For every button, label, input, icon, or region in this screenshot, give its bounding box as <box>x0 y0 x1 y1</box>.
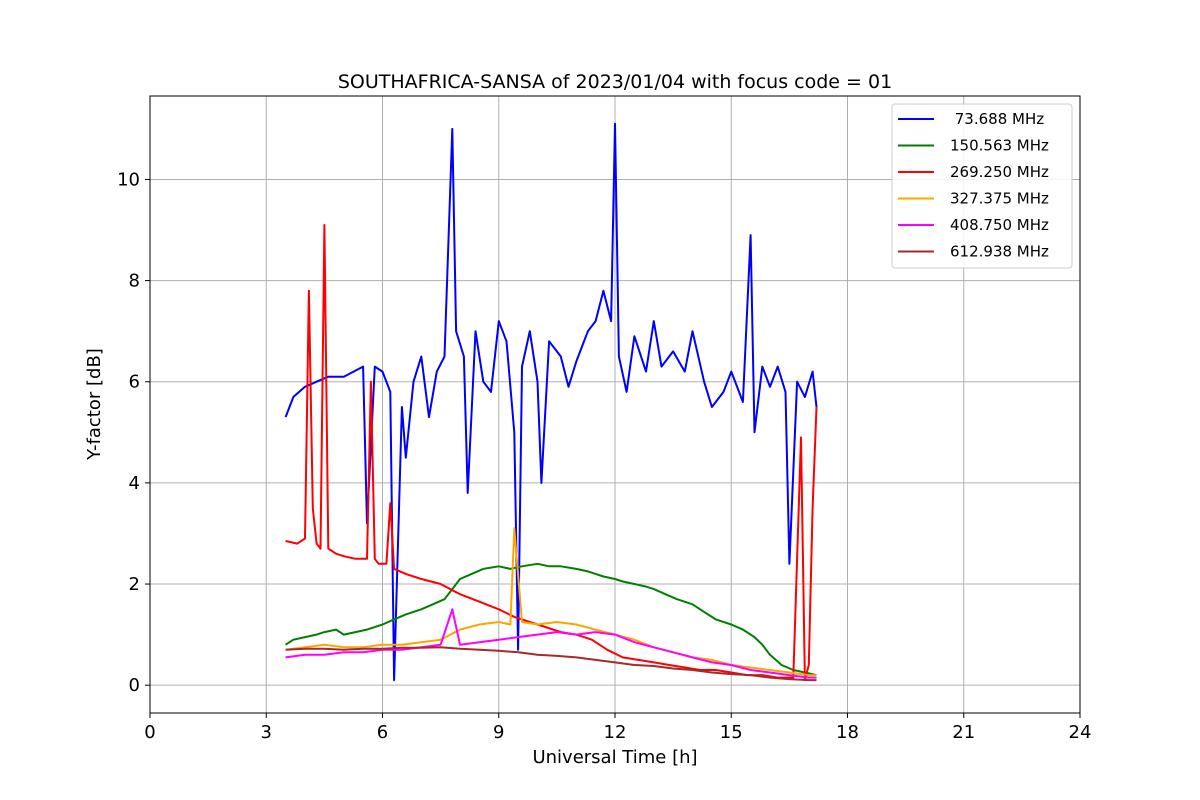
legend: 73.688 MHz 150.563 MHz 269.250 MHz 327.375 … <box>891 103 1073 269</box>
y-tick-label: 2 <box>129 574 140 595</box>
legend-label-5: 612.938 MHz <box>950 243 1049 261</box>
series-line-4 <box>285 608 817 679</box>
legend-label-0: 73.688 MHz <box>950 110 1044 128</box>
legend-box <box>891 103 1073 269</box>
y-tick-label: 6 <box>129 372 140 393</box>
x-tick-label: 15 <box>720 722 743 743</box>
x-tick-label: 24 <box>1069 722 1092 743</box>
series-lines <box>284 122 818 682</box>
legend-label-3: 327.375 MHz <box>950 190 1049 208</box>
legend-label-1: 150.563 MHz <box>950 137 1049 155</box>
series-line-0 <box>284 122 818 682</box>
x-axis-label: Universal Time [h] <box>532 747 697 768</box>
x-tick-label: 6 <box>377 722 388 743</box>
x-tick-label: 3 <box>261 722 272 743</box>
x-tick-label: 21 <box>952 722 975 743</box>
chart-title: SOUTHAFRICA-SANSA of 2023/01/04 with foc… <box>338 71 892 93</box>
y-tick-label: 4 <box>129 473 140 494</box>
y-tick-label: 10 <box>117 169 140 190</box>
legend-label-4: 408.750 MHz <box>950 216 1049 234</box>
x-tick-label: 9 <box>493 722 504 743</box>
y-tick-label: 8 <box>129 271 140 292</box>
x-tick-label: 12 <box>604 722 627 743</box>
series-line-1 <box>285 562 817 677</box>
y-tick-label: 0 <box>129 675 140 696</box>
series-line-5 <box>285 646 817 682</box>
legend-label-2: 269.250 MHz <box>950 163 1049 181</box>
x-tick-label: 0 <box>144 722 155 743</box>
x-tick-label: 18 <box>836 722 859 743</box>
y-axis-label: Y-factor [dB] <box>84 348 105 461</box>
